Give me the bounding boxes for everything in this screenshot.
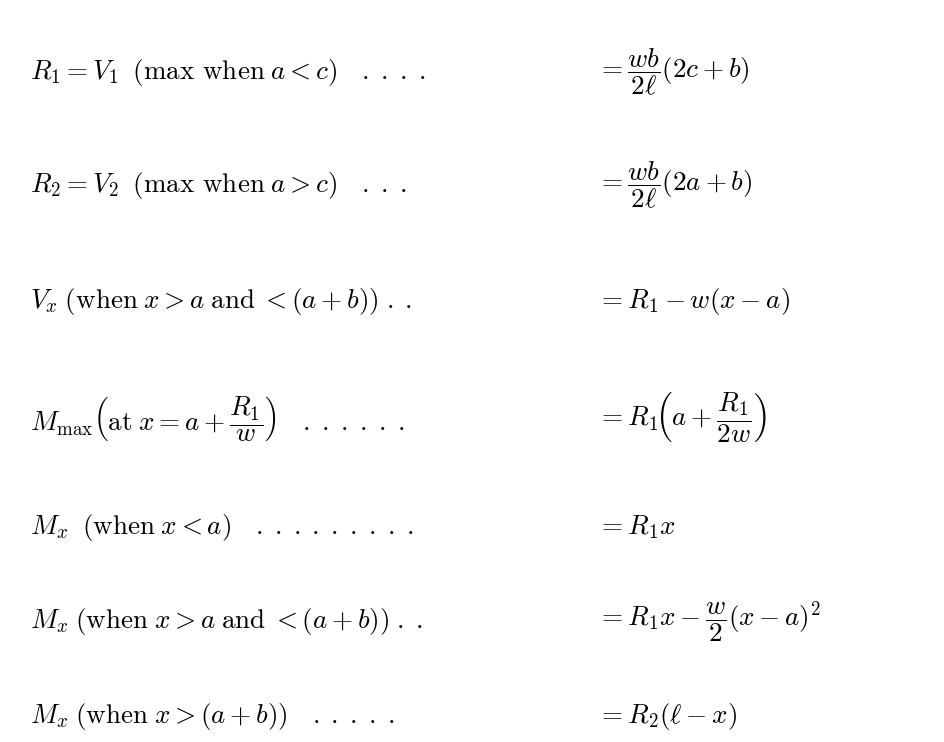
- Text: $= R_1 - w(x-a)$: $= R_1 - w(x-a)$: [597, 286, 790, 318]
- Text: $= R_1 x - \dfrac{w}{2}(x-a)^2$: $= R_1 x - \dfrac{w}{2}(x-a)^2$: [597, 599, 821, 645]
- Text: $= R_2(\ell - x)$: $= R_2(\ell - x)$: [597, 701, 737, 732]
- Text: $= \dfrac{wb}{2\ell}(2a + b)$: $= \dfrac{wb}{2\ell}(2a + b)$: [597, 160, 752, 211]
- Text: $M_{\text{max}} \left(\text{at}\; x = a + \dfrac{R_1}{w}\right) \quad . \; . \; : $M_{\text{max}} \left(\text{at}\; x = a …: [30, 394, 404, 443]
- Text: $= \dfrac{wb}{2\ell}(2c + b)$: $= \dfrac{wb}{2\ell}(2c + b)$: [597, 47, 750, 99]
- Text: $M_x \;\; (\text{when}\; x < a) \quad . \; . \; . \; . \; . \; . \; . \; . \; .$: $M_x \;\; (\text{when}\; x < a) \quad . …: [30, 512, 413, 543]
- Text: $= R_1\!\left(a + \dfrac{R_1}{2w}\right)$: $= R_1\!\left(a + \dfrac{R_1}{2w}\right)…: [597, 391, 767, 445]
- Text: $V_x \; \left(\text{when}\; x > a \;\text{and}\; < (a+b)\right) \; . \; .$: $V_x \; \left(\text{when}\; x > a \;\tex…: [30, 286, 412, 318]
- Text: $= R_1 x$: $= R_1 x$: [597, 513, 676, 541]
- Text: $M_x \; \left(\text{when}\; x > a \;\text{and}\; < (a+b)\right) \; . \; .$: $M_x \; \left(\text{when}\; x > a \;\tex…: [30, 606, 422, 637]
- Text: $R_1 = V_1 \;\; (\text{max when}\; a < c) \quad . \; . \; . \; .$: $R_1 = V_1 \;\; (\text{max when}\; a < c…: [30, 57, 425, 88]
- Text: $M_x \; \left(\text{when}\; x > (a+b)\right) \quad . \; . \; . \; . \; .$: $M_x \; \left(\text{when}\; x > (a+b)\ri…: [30, 701, 395, 732]
- Text: $R_2 = V_2 \;\; (\text{max when}\; a > c) \quad . \; . \; .$: $R_2 = V_2 \;\; (\text{max when}\; a > c…: [30, 170, 406, 201]
